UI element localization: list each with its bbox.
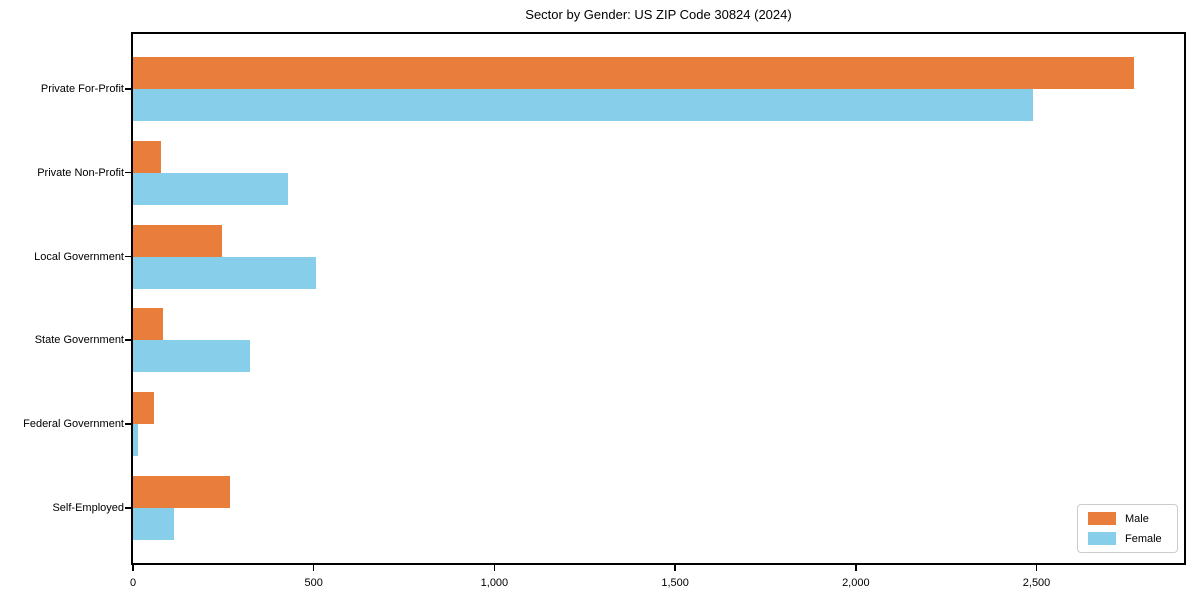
bar-male-private-for-profit bbox=[133, 57, 1135, 89]
bar-male-federal-government bbox=[133, 392, 154, 425]
y-axis-label-state-government: State Government bbox=[34, 334, 124, 347]
y-axis-label-local-government: Local Government bbox=[34, 250, 124, 263]
bar-female-self-employed bbox=[133, 508, 175, 540]
legend-row-female: Female bbox=[1088, 532, 1167, 545]
male-swatch bbox=[1088, 512, 1116, 525]
x-tick-label-2000: 2,000 bbox=[842, 577, 870, 589]
legend-row-male: Male bbox=[1088, 512, 1167, 525]
y-tick-self-employed bbox=[125, 507, 131, 509]
x-tick-label-0: 0 bbox=[129, 577, 137, 589]
bar-male-state-government bbox=[133, 308, 163, 341]
y-axis-label-private-for-profit: Private For-Profit bbox=[40, 83, 124, 95]
plot-area: Private For-Profit Private Non-Profit Loca… bbox=[23, 32, 1186, 589]
plot-inner: Private For-Profit Private Non-Profit Loca… bbox=[23, 34, 1184, 589]
x-tick-label-2500: 2,500 bbox=[1022, 577, 1051, 589]
x-tick-label-1500: 1,500 bbox=[661, 577, 689, 589]
y-tick-federal-government bbox=[125, 423, 131, 425]
bar-female-local-government bbox=[133, 256, 316, 289]
bar-female-private-for-profit bbox=[133, 89, 1033, 121]
x-tick-label-500: 500 bbox=[304, 577, 323, 589]
x-tick-1500 bbox=[674, 565, 676, 571]
bar-male-self-employed bbox=[133, 476, 230, 508]
legend: Male Female bbox=[1077, 504, 1178, 553]
bar-female-private-non-profit bbox=[133, 172, 289, 205]
y-tick-private-for-profit bbox=[125, 88, 131, 90]
x-tick-1000 bbox=[493, 565, 496, 571]
y-axis-label-self-employed: Self-Employed bbox=[52, 502, 124, 514]
x-tick-0 bbox=[132, 565, 134, 571]
x-tick-label-1000: 1,000 bbox=[480, 577, 509, 589]
bar-female-federal-government bbox=[133, 424, 139, 457]
bar-male-local-government bbox=[133, 224, 222, 257]
y-tick-private-non-profit bbox=[125, 171, 131, 174]
y-tick-state-government bbox=[125, 339, 131, 341]
y-axis-label-private-non-profit: Private Non-Profit bbox=[37, 166, 124, 179]
y-tick-local-government bbox=[125, 255, 131, 258]
bar-male-private-non-profit bbox=[133, 140, 162, 173]
x-tick-500 bbox=[312, 565, 315, 571]
x-tick-2500 bbox=[1035, 565, 1038, 571]
female-swatch bbox=[1088, 532, 1116, 545]
chart-title: Sector by Gender: US ZIP Code 30824 (202… bbox=[525, 7, 792, 22]
legend-label-female: Female bbox=[1125, 532, 1162, 545]
y-axis-label-federal-government: Federal Government bbox=[23, 418, 124, 431]
legend-label-male: Male bbox=[1125, 512, 1149, 525]
bar-female-state-government bbox=[133, 340, 251, 373]
x-tick-2000 bbox=[855, 565, 857, 571]
